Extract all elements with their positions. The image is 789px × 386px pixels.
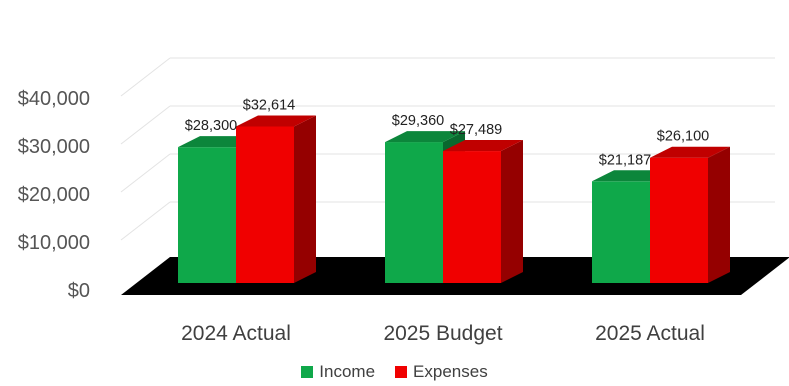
bar-side [501, 140, 523, 283]
legend-item-income: Income [301, 362, 375, 382]
bars [178, 115, 730, 284]
legend-swatch-income [301, 366, 314, 378]
x-tick-label: 2024 Actual [181, 322, 291, 345]
bar-front [385, 142, 443, 283]
bar-side [294, 115, 316, 284]
legend-swatch-expenses [395, 366, 408, 378]
y-tick-label: $0 [68, 280, 90, 302]
x-tick-label: 2025 Actual [595, 322, 705, 345]
y-tick-label: $20,000 [18, 184, 90, 206]
gridline-side [120, 201, 171, 241]
bar-top [385, 131, 465, 143]
data-labels: $28,300 $32,614 $29,360 $27,489 $21,187 $26,1… [185, 97, 709, 168]
bar-front [178, 147, 236, 283]
data-label: $27,489 [450, 122, 502, 138]
bar-top [236, 115, 316, 127]
bar-front [592, 181, 650, 283]
bar-front [443, 151, 501, 283]
y-axis-ticks: $0 $10,000 $20,000 $30,000 $40,000 [18, 88, 90, 302]
gridline-side [120, 105, 171, 145]
y-tick-label: $40,000 [18, 88, 90, 110]
bar-top [443, 140, 523, 152]
gridline-side [120, 57, 171, 97]
bar-side [708, 146, 730, 283]
data-label: $32,614 [243, 97, 295, 113]
y-tick-label: $30,000 [18, 136, 90, 158]
x-axis-ticks: 2024 Actual 2025 Budget 2025 Actual [181, 322, 705, 345]
legend-item-expenses: Expenses [395, 362, 488, 382]
bar-front [236, 126, 294, 284]
data-label: $21,187 [599, 152, 651, 168]
data-label: $29,360 [392, 113, 444, 129]
legend-label-income: Income [319, 362, 376, 381]
bar-top [650, 146, 730, 158]
x-tick-label: 2025 Budget [383, 322, 502, 345]
legend: Income Expenses [0, 360, 789, 384]
data-label: $26,100 [657, 129, 709, 145]
bar-front [650, 157, 708, 283]
legend-label-expenses: Expenses [413, 362, 488, 381]
y-tick-label: $10,000 [18, 232, 90, 254]
gridline-side [120, 153, 171, 193]
data-label: $28,300 [185, 118, 237, 134]
